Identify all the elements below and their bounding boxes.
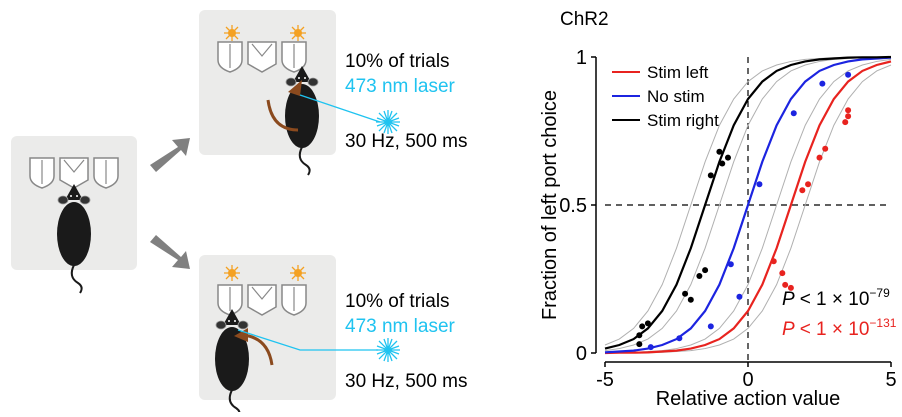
data-point: [702, 267, 709, 274]
data-point: [782, 281, 789, 288]
laser-icon: [375, 337, 401, 363]
light-icon: [223, 264, 241, 282]
data-point: [676, 335, 683, 342]
data-point: [770, 258, 777, 265]
p-text: < 1 × 10: [800, 319, 870, 340]
ports-icon: [29, 157, 119, 189]
data-point: [719, 160, 726, 167]
laser-text: 473 nm laser: [345, 76, 456, 97]
p-text: < 1 × 10: [800, 289, 870, 310]
turn-arrow-head: [288, 80, 302, 96]
chart: ChR2 Relative action value Fraction of l…: [539, 9, 897, 410]
x-tick-label: 0: [742, 369, 753, 391]
diagram: 10% of trials 473 nm laser 30 Hz, 500 ms…: [11, 10, 468, 417]
data-point: [636, 341, 643, 348]
condition-text: 10% of trials: [345, 51, 450, 72]
data-point: [756, 181, 763, 188]
y-tick-label: 0: [576, 343, 587, 365]
legend-label: No stim: [647, 87, 705, 106]
data-point: [845, 113, 852, 120]
fit-line: [604, 55, 892, 350]
light-icon: [223, 24, 241, 42]
y-axis-label: Fraction of left port choice: [539, 90, 561, 320]
x-tick-label: 5: [885, 369, 896, 391]
data-point: [805, 181, 812, 188]
arrow: [150, 138, 190, 172]
p-value: P < 1 × 10−131: [782, 316, 897, 340]
fiber: [237, 329, 378, 351]
stim-text: 30 Hz, 500 ms: [345, 371, 468, 392]
data-point: [736, 293, 743, 300]
data-point: [707, 172, 714, 179]
y-tick-label: 1: [576, 47, 587, 69]
data-point: [842, 119, 849, 126]
data-point: [687, 296, 694, 303]
legend-label: Stim left: [647, 63, 709, 82]
p-exponent: −79: [869, 286, 890, 300]
data-point: [639, 323, 646, 330]
data-point: [636, 332, 643, 339]
data-point: [816, 154, 823, 161]
light-icon: [289, 264, 307, 282]
x-tick-label: -5: [596, 369, 614, 391]
fiber: [299, 94, 381, 123]
data-point: [647, 344, 654, 351]
data-point: [845, 107, 852, 114]
turn-arrow: [266, 99, 299, 132]
data-point: [779, 270, 786, 277]
light-icon: [289, 24, 307, 42]
arrow: [150, 235, 190, 269]
data-point: [822, 145, 829, 152]
fit-line: [604, 60, 892, 355]
condition-text: 10% of trials: [345, 291, 450, 312]
data-point: [787, 284, 794, 291]
data-point: [845, 71, 852, 78]
data-point: [644, 320, 651, 327]
laser-text: 473 nm laser: [345, 316, 456, 337]
data-point: [799, 187, 806, 194]
data-point: [716, 148, 723, 155]
data-point: [707, 323, 714, 330]
data-point: [790, 110, 797, 117]
y-tick-label: 0.5: [559, 195, 587, 217]
data-point: [724, 154, 731, 161]
p-value: P < 1 × 10−79: [782, 286, 890, 310]
x-axis-label: Relative action value: [656, 388, 841, 410]
data-point: [727, 261, 734, 268]
legend-label: Stim right: [647, 111, 719, 130]
p-symbol: P: [782, 319, 795, 340]
chart-title: ChR2: [560, 9, 609, 30]
ports-icon: [217, 41, 307, 73]
stim-text: 30 Hz, 500 ms: [345, 131, 468, 152]
data-point: [682, 290, 689, 297]
p-exponent: −131: [869, 316, 896, 330]
data-point: [819, 80, 826, 87]
data-point: [696, 273, 703, 280]
p-symbol: P: [782, 289, 795, 310]
